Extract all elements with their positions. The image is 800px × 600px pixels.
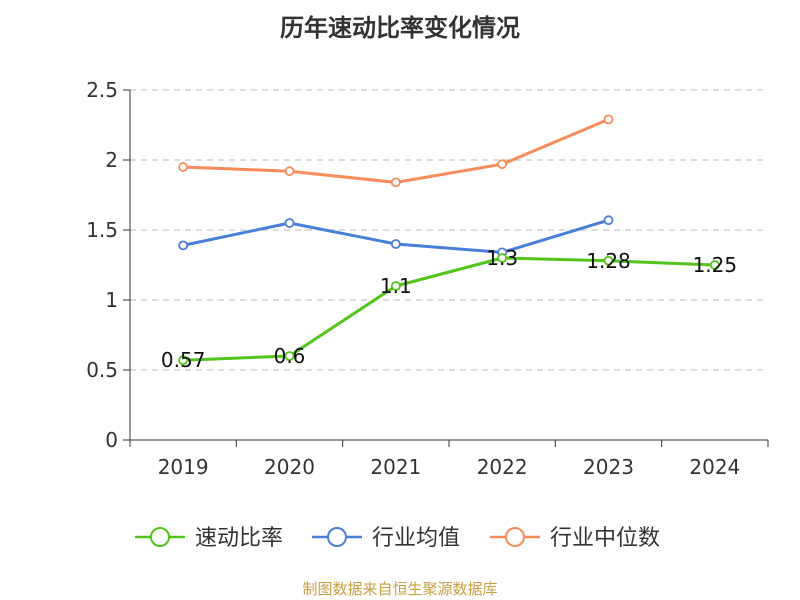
legend-marker: [150, 527, 170, 547]
x-tick-label: 2022: [477, 455, 528, 479]
data-point: [178, 355, 189, 366]
data-label: 1.3: [486, 246, 518, 270]
data-point: [178, 240, 189, 251]
data-point: [603, 114, 614, 125]
legend-label: 行业中位数: [550, 526, 660, 551]
data-point: [390, 177, 401, 188]
x-tick-label: 2023: [583, 455, 634, 479]
series-line-1: [183, 256, 715, 362]
legend-label: 速动比率: [195, 526, 283, 551]
y-tick-label: 1: [105, 288, 118, 312]
data-point: [284, 166, 295, 177]
series-lines: [178, 114, 720, 366]
y-tick-label: 2: [105, 148, 118, 172]
data-point: [603, 215, 614, 226]
axes: 0 0.5 1 1.5 2 2.5 2019 2020 2021 2022 2023 2024: [86, 78, 769, 479]
data-label: 1.28: [586, 249, 631, 273]
chart-title: 历年速动比率变化情况: [280, 14, 520, 42]
y-tick-label: 0.5: [86, 358, 118, 382]
data-point: [497, 253, 508, 263]
y-tick-label: 0: [105, 428, 118, 452]
data-label: 0.6: [274, 344, 306, 368]
x-tick-label: 2020: [264, 455, 315, 479]
legend-marker: [505, 527, 525, 547]
data-point: [390, 281, 401, 291]
data-point: [284, 351, 295, 361]
source-note: 制图数据来自恒生聚源数据库: [302, 580, 498, 598]
data-point: [284, 218, 295, 228]
x-tick-label: 2021: [370, 455, 421, 479]
data-point: [390, 239, 401, 249]
data-label: 1.25: [693, 253, 738, 277]
data-point: [178, 162, 189, 172]
legend-marker: [327, 527, 347, 547]
y-tick-label: 2.5: [86, 78, 118, 102]
y-tick-label: 1.5: [86, 218, 118, 242]
data-label: 0.57: [161, 348, 206, 372]
legend-label: 行业均值: [372, 526, 460, 551]
grid-lines: [130, 89, 768, 371]
legend: 速动比率 行业均值 行业中位数: [135, 526, 660, 551]
data-labels: 0.57 0.6 1.1 1.3 1.28 1.25: [161, 246, 737, 372]
series-line-3: [183, 118, 610, 184]
data-point: [497, 159, 508, 170]
data-label: 1.1: [380, 274, 412, 298]
x-tick-label: 2024: [689, 455, 740, 479]
x-tick-label: 2019: [158, 455, 209, 479]
data-point: [709, 260, 720, 270]
data-point: [603, 255, 614, 266]
